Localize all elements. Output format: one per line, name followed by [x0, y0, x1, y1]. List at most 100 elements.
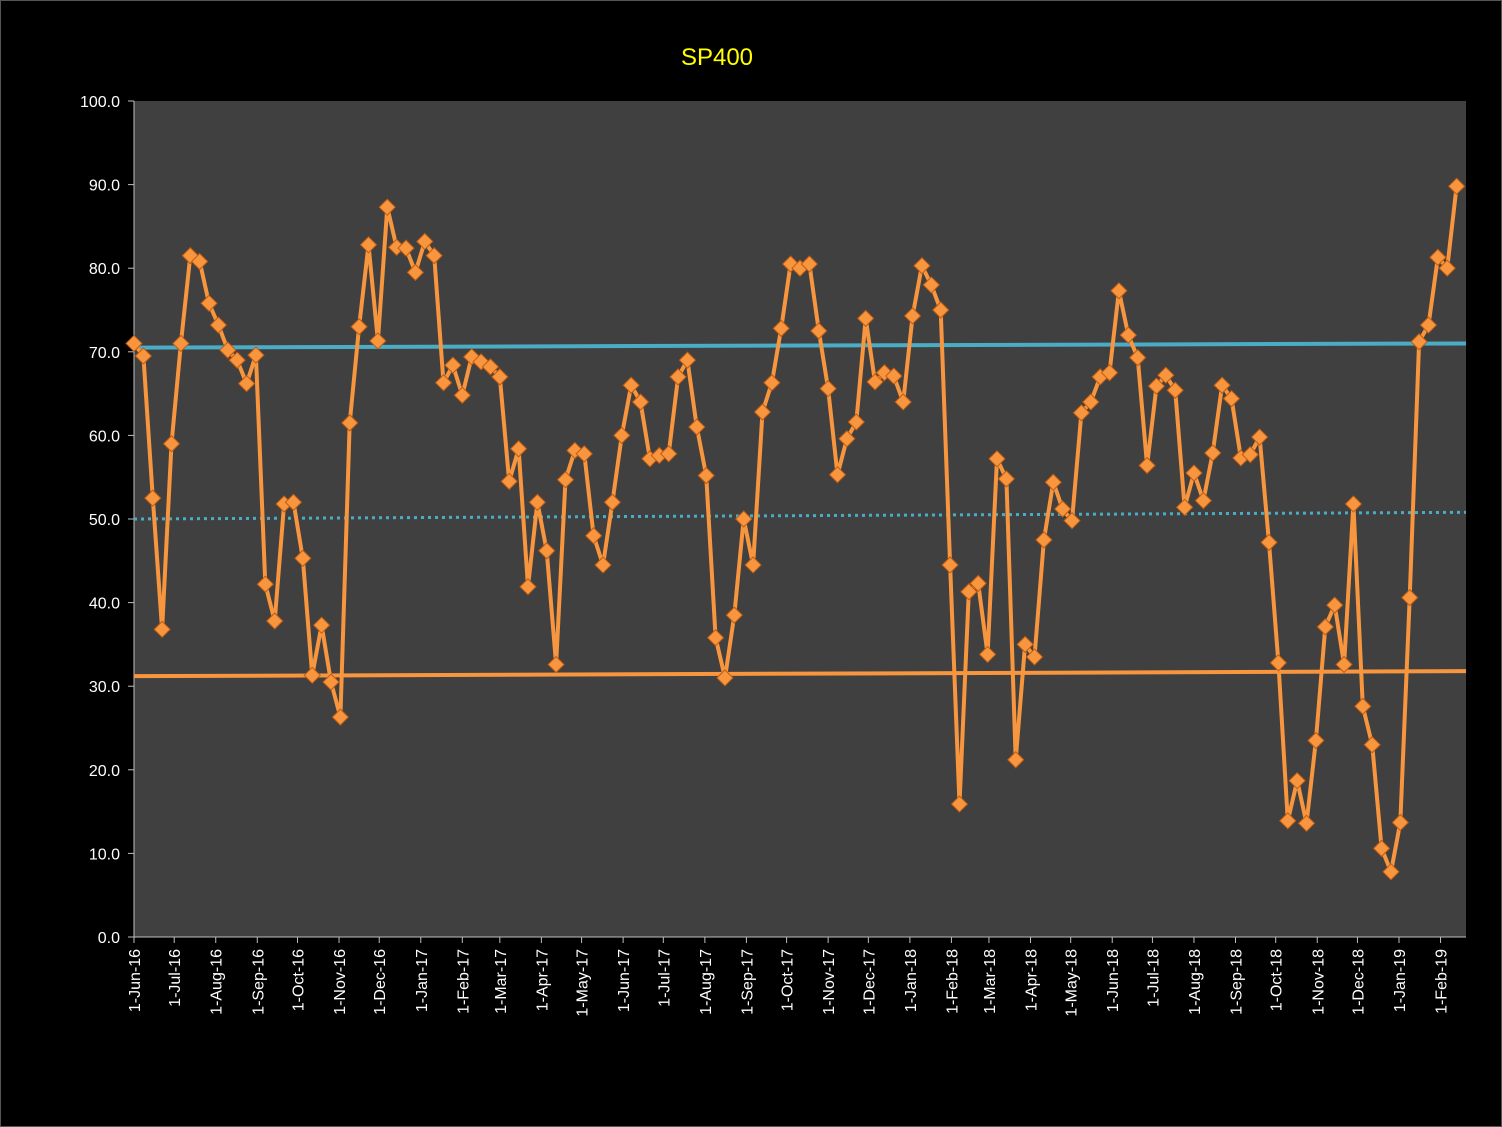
data-point [856, 309, 875, 328]
y-tick-label: 80.0 [89, 261, 120, 278]
y-tick-label: 90.0 [89, 178, 120, 195]
data-point [800, 255, 819, 273]
data-point [162, 435, 181, 453]
data-point [378, 198, 396, 216]
data-point [716, 669, 734, 687]
data-point [1007, 751, 1025, 769]
data-point [988, 450, 1006, 468]
data-point [1147, 377, 1166, 395]
data-point [1138, 456, 1156, 475]
data-point [1316, 618, 1335, 636]
data-point [575, 445, 593, 463]
data-point [838, 430, 856, 448]
data-point [237, 374, 256, 393]
data-point [697, 466, 715, 485]
x-tick-label: 1-Jan-19 [1392, 949, 1409, 1012]
x-tick-label: 1-Dec-17 [861, 949, 878, 1015]
x-tick-label: 1-Jan-17 [414, 949, 431, 1012]
data-point [688, 418, 706, 436]
data-point [500, 472, 518, 491]
data-point [228, 351, 246, 369]
data-point [134, 347, 153, 365]
data-point [678, 351, 697, 369]
axes: 0.0 10.0 20.0 30.0 40.0 50.0 60.0 70.0 80.0 90.0 1… [80, 94, 1466, 1017]
x-tick-label: 1-Dec-16 [372, 949, 389, 1015]
data-point [265, 612, 284, 630]
y-tick-label: 0.0 [98, 930, 120, 947]
chart-title: SP400 [681, 44, 753, 71]
x-tick-label: 1-Sep-16 [250, 949, 267, 1015]
x-tick-label: 1-Sep-17 [739, 949, 756, 1015]
data-point [284, 493, 303, 511]
y-tick-label: 10.0 [89, 846, 120, 863]
data-point [744, 556, 762, 574]
x-tick-label: 1-Oct-18 [1269, 949, 1286, 1011]
data-point [866, 373, 884, 391]
data-point [247, 346, 265, 364]
data-point [1157, 366, 1175, 384]
data-point [1297, 814, 1316, 833]
data-point [894, 393, 912, 411]
data-point [341, 414, 359, 432]
data-point [1401, 588, 1419, 607]
x-tick-label: 1-Feb-19 [1434, 949, 1451, 1014]
data-point [1363, 736, 1381, 754]
data-point [1166, 381, 1184, 399]
data-point [1175, 498, 1194, 517]
data-point [491, 368, 509, 386]
data-point [613, 426, 631, 445]
middle-reference-line [133, 510, 1467, 521]
data-point [1035, 531, 1053, 549]
data-point [1447, 177, 1466, 195]
data-point [1016, 635, 1034, 654]
data-point [922, 276, 941, 294]
x-tick-label: 1-Apr-18 [1023, 949, 1040, 1011]
data-point [735, 510, 753, 528]
data-point [350, 318, 368, 336]
data-point [631, 393, 650, 411]
data-point [453, 386, 472, 404]
data-point [200, 294, 218, 313]
data-point [885, 367, 903, 385]
y-tick-label: 50.0 [89, 512, 120, 529]
data-point [847, 413, 865, 431]
x-tick-label: 1-Jun-17 [616, 949, 633, 1012]
data-point [669, 368, 687, 386]
data-point [1419, 316, 1438, 334]
data-point [1025, 648, 1044, 666]
data-point [941, 556, 959, 574]
data-point [1438, 259, 1456, 277]
data-point [725, 606, 744, 624]
data-point [763, 374, 781, 392]
data-point [1204, 444, 1222, 462]
data-point [369, 332, 387, 350]
data-point [153, 620, 171, 639]
y-tick-label: 40.0 [89, 596, 120, 613]
data-point [556, 471, 575, 489]
x-tick-label: 1-Dec-18 [1350, 949, 1367, 1015]
x-tick-label: 1-Oct-17 [780, 949, 797, 1011]
data-point [538, 542, 556, 560]
data-point [125, 334, 143, 353]
data-point [294, 549, 312, 567]
data-point [772, 319, 790, 338]
data-point [1044, 473, 1062, 491]
x-tick-label: 1-Jul-16 [167, 949, 184, 1007]
data-point [144, 489, 162, 507]
data-point [172, 334, 190, 353]
x-tick-label: 1-Apr-17 [534, 949, 551, 1011]
data-point [1250, 428, 1269, 446]
x-tick-label: 1-Feb-17 [455, 949, 472, 1014]
data-point [584, 527, 603, 545]
x-tick-label: 1-May-17 [575, 949, 592, 1017]
data-point [603, 493, 622, 511]
data-point [434, 374, 453, 392]
data-point [1222, 389, 1241, 408]
data-point [1382, 863, 1400, 881]
x-tick-label: 1-Jan-18 [903, 949, 920, 1012]
data-point [706, 629, 725, 647]
y-tick-label: 20.0 [89, 763, 120, 780]
data-point [519, 578, 537, 596]
x-tick-label: 1-Feb-18 [944, 949, 961, 1014]
